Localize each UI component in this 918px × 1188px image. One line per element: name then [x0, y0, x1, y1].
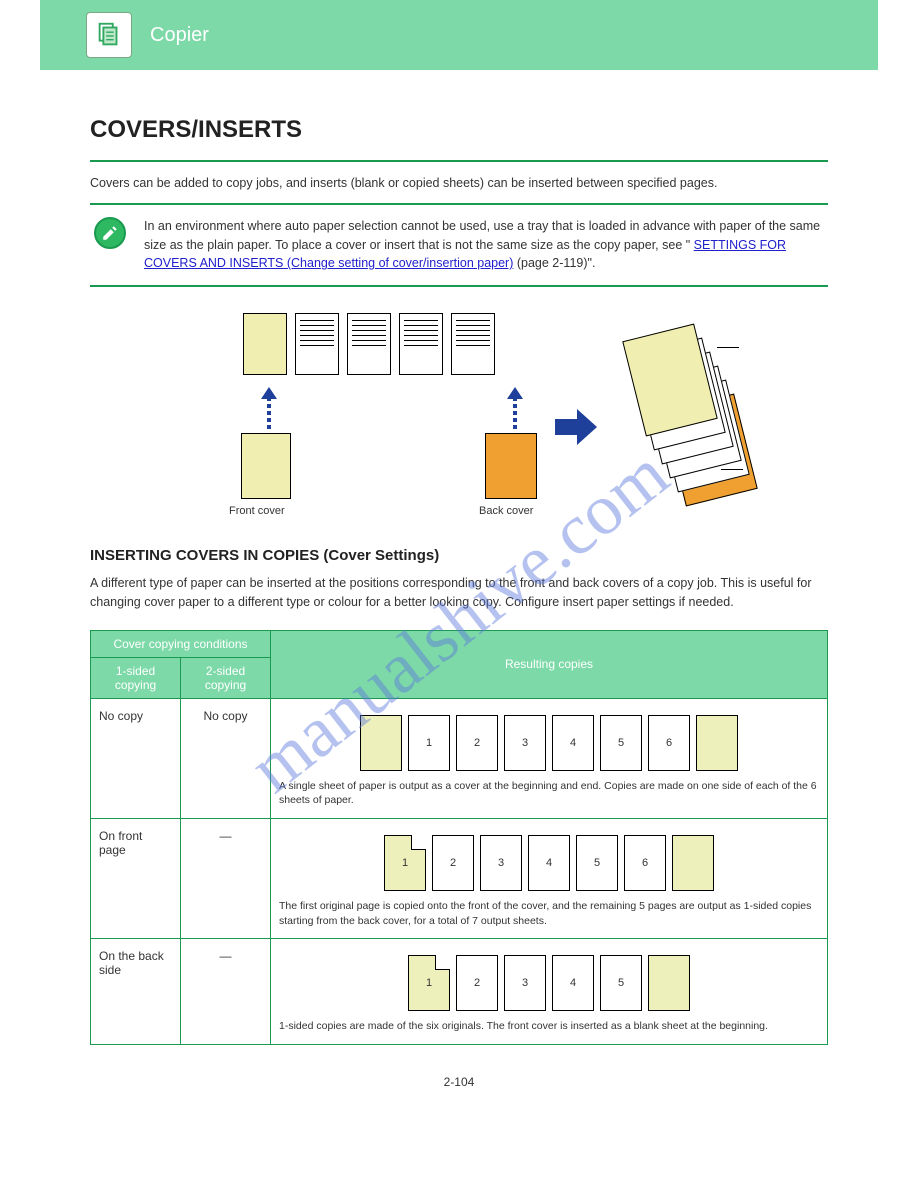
- title-rule: [90, 160, 828, 162]
- table-row: On the back side—123451-sided copies are…: [91, 939, 828, 1045]
- mini-sheet-icon: [696, 715, 738, 771]
- result-sheet-row: 123456: [279, 715, 819, 771]
- mini-sheet-icon: 6: [624, 835, 666, 891]
- pencil-icon: [94, 217, 126, 249]
- back-cover-label: Back cover: [479, 505, 533, 517]
- mini-sheet-icon: 3: [480, 835, 522, 891]
- mini-sheet-icon: 2: [456, 955, 498, 1011]
- top-bar-label: Copier: [150, 24, 209, 47]
- top-sheet-4-icon: [451, 313, 495, 375]
- mini-sheet-icon: 1: [408, 715, 450, 771]
- cell-result: 12345 1-sided copies are made of the six …: [271, 939, 828, 1045]
- copier-icon: [86, 12, 132, 58]
- right-arrow-icon: [555, 409, 597, 445]
- top-bar: Copier: [40, 0, 878, 70]
- cell-2sided: —: [181, 939, 271, 1045]
- note-after: (page 2-119)".: [517, 256, 596, 270]
- cell-1sided: On front page: [91, 818, 181, 938]
- mini-sheet-icon: 1: [408, 955, 450, 1011]
- mini-sheet-icon: 4: [528, 835, 570, 891]
- th-2sided: 2-sided copying: [181, 657, 271, 698]
- mini-sheet-icon: [360, 715, 402, 771]
- front-cover-sheet-icon: [241, 433, 291, 499]
- top-cover-front-icon: [243, 313, 287, 375]
- th-group: Cover copying conditions: [91, 630, 271, 657]
- mini-sheet-icon: [672, 835, 714, 891]
- mini-sheet-icon: 2: [432, 835, 474, 891]
- diagram: Front cover Back cover: [90, 313, 828, 523]
- section-intro: Covers can be added to copy jobs, and in…: [90, 174, 828, 193]
- result-sheet-row: 123456: [279, 835, 819, 891]
- table-row: On front page—123456The first original p…: [91, 818, 828, 938]
- mini-sheet-icon: 1: [384, 835, 426, 891]
- back-cover-sheet-icon: [485, 433, 537, 499]
- th-1sided: 1-sided copying: [91, 657, 181, 698]
- cell-result: 123456 The first original page is copied …: [271, 818, 828, 938]
- table-row: No copyNo copy123456A single sheet of pa…: [91, 698, 828, 818]
- mini-sheet-icon: 2: [456, 715, 498, 771]
- front-cover-label: Front cover: [229, 505, 285, 517]
- mini-sheet-icon: 5: [576, 835, 618, 891]
- mini-sheet-icon: [648, 955, 690, 1011]
- note-text: In an environment where auto paper selec…: [144, 217, 828, 273]
- stack-output-icon: [629, 329, 769, 499]
- note-box: In an environment where auto paper selec…: [90, 203, 828, 287]
- th-results: Resulting copies: [271, 630, 828, 698]
- mini-sheet-icon: 5: [600, 715, 642, 771]
- cell-2sided: No copy: [181, 698, 271, 818]
- top-sheet-3-icon: [399, 313, 443, 375]
- up-arrow-left-icon: [259, 387, 279, 429]
- mini-sheet-icon: 3: [504, 715, 546, 771]
- top-sheet-2-icon: [347, 313, 391, 375]
- covers-subtitle: INSERTING COVERS IN COPIES (Cover Settin…: [90, 547, 828, 564]
- cell-1sided: No copy: [91, 698, 181, 818]
- page-number: 2-104: [90, 1075, 828, 1089]
- mini-sheet-icon: 4: [552, 715, 594, 771]
- result-caption: A single sheet of paper is output as a c…: [279, 779, 819, 808]
- section-title: COVERS/INSERTS: [90, 116, 828, 144]
- mini-sheet-icon: 4: [552, 955, 594, 1011]
- cell-result: 123456 A single sheet of paper is output …: [271, 698, 828, 818]
- mini-sheet-icon: 3: [504, 955, 546, 1011]
- page-content: COVERS/INSERTS Covers can be added to co…: [0, 70, 918, 1129]
- mini-sheet-icon: 6: [648, 715, 690, 771]
- result-caption: The first original page is copied onto t…: [279, 899, 819, 928]
- cell-1sided: On the back side: [91, 939, 181, 1045]
- cell-2sided: —: [181, 818, 271, 938]
- covers-desc: A different type of paper can be inserte…: [90, 574, 828, 612]
- result-sheet-row: 12345: [279, 955, 819, 1011]
- up-arrow-right-icon: [505, 387, 525, 429]
- covers-table: Cover copying conditions Resulting copie…: [90, 630, 828, 1045]
- top-sheet-1-icon: [295, 313, 339, 375]
- result-caption: 1-sided copies are made of the six origi…: [279, 1019, 819, 1034]
- mini-sheet-icon: 5: [600, 955, 642, 1011]
